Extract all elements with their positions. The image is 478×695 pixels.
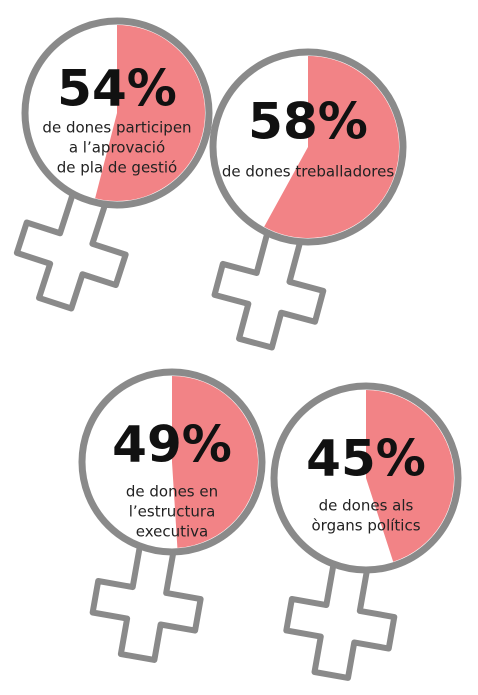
caption-line: executiva — [136, 523, 208, 541]
symbol-stem — [13, 187, 129, 312]
pie-slice — [95, 25, 205, 201]
female-symbol: 54%de dones participen a l’aprovació de pl… — [13, 17, 213, 312]
cross — [211, 226, 327, 351]
symbol-stem — [211, 226, 327, 351]
caption-line: òrgans polítics — [311, 517, 420, 535]
pie-slice — [264, 56, 399, 238]
caption-line: de pla de gestió — [57, 159, 177, 177]
percent-label: 58% — [248, 93, 368, 151]
female-symbol: 45% de dones als òrgans polítics — [270, 382, 462, 681]
percent-label: 49% — [112, 416, 232, 474]
cross — [89, 539, 204, 663]
symbol-stem — [89, 539, 204, 663]
caption-line: de dones treballadores — [222, 163, 394, 181]
caption-line: a l’aprovació — [69, 139, 165, 157]
caption-line: de dones als — [319, 497, 414, 515]
female-symbol: 49% de dones en l’estructura executiva — [78, 368, 266, 663]
pie-slice — [172, 376, 259, 548]
cross — [13, 187, 129, 312]
percent-label: 54% — [57, 60, 177, 118]
caption-line: de dones en — [126, 483, 218, 501]
female-symbol: 58% de dones treballadores — [209, 48, 407, 351]
caption-line: l’estructura — [129, 503, 216, 521]
symbol-stem — [283, 557, 398, 681]
pie-slice — [366, 390, 455, 562]
cross — [283, 557, 398, 681]
percent-label: 45% — [306, 430, 426, 488]
caption-line: de dones participen — [42, 119, 191, 137]
